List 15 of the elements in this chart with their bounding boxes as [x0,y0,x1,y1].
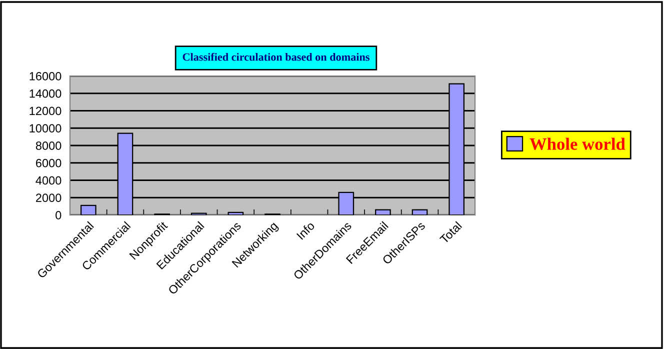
y-tick-label: 12000 [30,106,62,116]
bar [80,204,96,215]
y-tick-label: 16000 [30,72,62,80]
y-tick-label: 4000 [36,176,62,185]
y-tick-label: 8000 [36,142,62,150]
y-tick-label: 14000 [30,89,62,98]
legend-label: Whole world [530,138,626,150]
y-tick-label: 0 [56,211,62,220]
bar [412,209,428,215]
y-tick-label: 10000 [30,124,62,133]
y-tick-label: 2000 [36,194,62,202]
y-tick-label: 6000 [36,158,62,168]
bar [375,209,391,215]
chart-title: Classified circulation based on domains [182,52,370,61]
bar [228,212,244,215]
